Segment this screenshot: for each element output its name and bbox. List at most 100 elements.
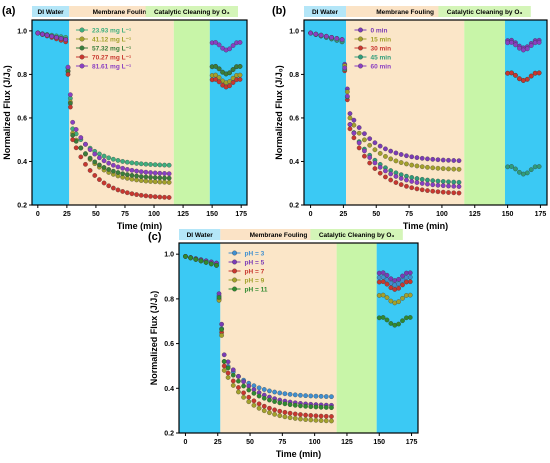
phase-label-box [438, 6, 531, 17]
data-point [111, 162, 116, 168]
data-point [362, 137, 367, 143]
data-point [277, 413, 283, 419]
legend-marker [358, 45, 363, 51]
data-point [376, 270, 382, 276]
phase-label: Membrane Fouling [250, 232, 308, 239]
data-point [513, 42, 518, 48]
data-point [323, 413, 329, 419]
data-point [236, 378, 241, 384]
data-point [101, 153, 107, 159]
data-point [267, 397, 272, 403]
data-point [129, 191, 135, 197]
data-point [298, 416, 303, 422]
data-point [388, 298, 394, 304]
data-point [446, 183, 451, 189]
data-point [241, 383, 246, 389]
data-point [383, 168, 388, 174]
data-point [372, 160, 378, 166]
data-point [451, 190, 457, 196]
data-point [414, 176, 420, 181]
x-tick-label: 100 [436, 211, 448, 218]
data-point [230, 378, 236, 384]
data-point [101, 165, 107, 170]
data-point [120, 165, 125, 171]
data-point [313, 417, 319, 423]
legend-marker [232, 268, 238, 274]
legend-label: 41.12 mg L⁻¹ [92, 36, 131, 43]
data-point [404, 183, 409, 189]
data-point [372, 140, 378, 146]
data-point [524, 46, 530, 52]
legend-label: 45 min [370, 54, 391, 61]
data-point [241, 394, 246, 400]
series-4 [35, 30, 243, 200]
data-point [97, 162, 102, 168]
y-tick-label: 0.4 [164, 386, 174, 393]
data-point [339, 37, 345, 42]
data-point [237, 72, 243, 78]
data-point [256, 393, 262, 399]
data-point [101, 180, 107, 186]
legend-marker [358, 36, 363, 42]
data-point [129, 167, 135, 173]
x-axis-label: Time (min) [276, 449, 321, 459]
x-tick-label: 100 [148, 211, 160, 218]
data-point [292, 411, 298, 417]
data-point [35, 30, 41, 36]
data-point [166, 162, 172, 168]
data-point [356, 125, 362, 130]
x-tick-label: 175 [535, 211, 547, 218]
data-point [393, 180, 399, 185]
x-tick-label: 25 [340, 211, 348, 218]
chart-panel-1: DI Water Membrane Fouling Catalytic Cleani… [2, 5, 248, 231]
legend-marker [79, 27, 85, 33]
legend-label: 60 min [370, 63, 391, 70]
data-point [148, 193, 153, 199]
data-point [451, 183, 457, 189]
series-5 [35, 30, 243, 177]
data-point [456, 190, 462, 196]
data-point [162, 171, 167, 176]
x-axis-label: Time (min) [117, 221, 162, 231]
x-tick-label: 125 [341, 439, 353, 446]
legend-marker [358, 54, 363, 60]
data-point [272, 399, 277, 404]
data-point [456, 179, 462, 185]
data-point [303, 393, 308, 398]
data-point [303, 412, 308, 418]
data-point [303, 403, 308, 409]
data-point [396, 299, 401, 305]
data-point [70, 119, 76, 125]
data-point [213, 77, 218, 82]
data-point [440, 183, 446, 189]
data-point [65, 64, 71, 70]
data-point [392, 282, 398, 288]
data-point [157, 194, 163, 200]
data-point [308, 413, 314, 418]
data-point [221, 359, 227, 364]
x-tick-label: 0 [309, 211, 313, 218]
legend-label: 30 min [370, 45, 391, 52]
data-point [380, 315, 386, 320]
x-tick-label: 0 [184, 439, 188, 446]
data-point [246, 383, 252, 389]
legend-label: 70.27 mg L⁻¹ [92, 54, 131, 61]
series-5 [308, 30, 542, 189]
data-point [351, 135, 357, 141]
data-point [70, 137, 76, 143]
data-point [356, 145, 362, 151]
data-point [536, 70, 542, 76]
data-point [97, 155, 102, 161]
data-point [68, 104, 73, 110]
legend-label: pH = 9 [245, 277, 265, 284]
data-point [398, 176, 404, 181]
data-point [221, 368, 227, 373]
data-point [407, 292, 413, 298]
data-point [70, 133, 76, 138]
data-point [446, 179, 451, 185]
data-point [298, 403, 303, 409]
data-point [287, 392, 293, 397]
legend-marker [79, 45, 85, 51]
series-5 [183, 254, 413, 410]
data-point [166, 171, 172, 177]
